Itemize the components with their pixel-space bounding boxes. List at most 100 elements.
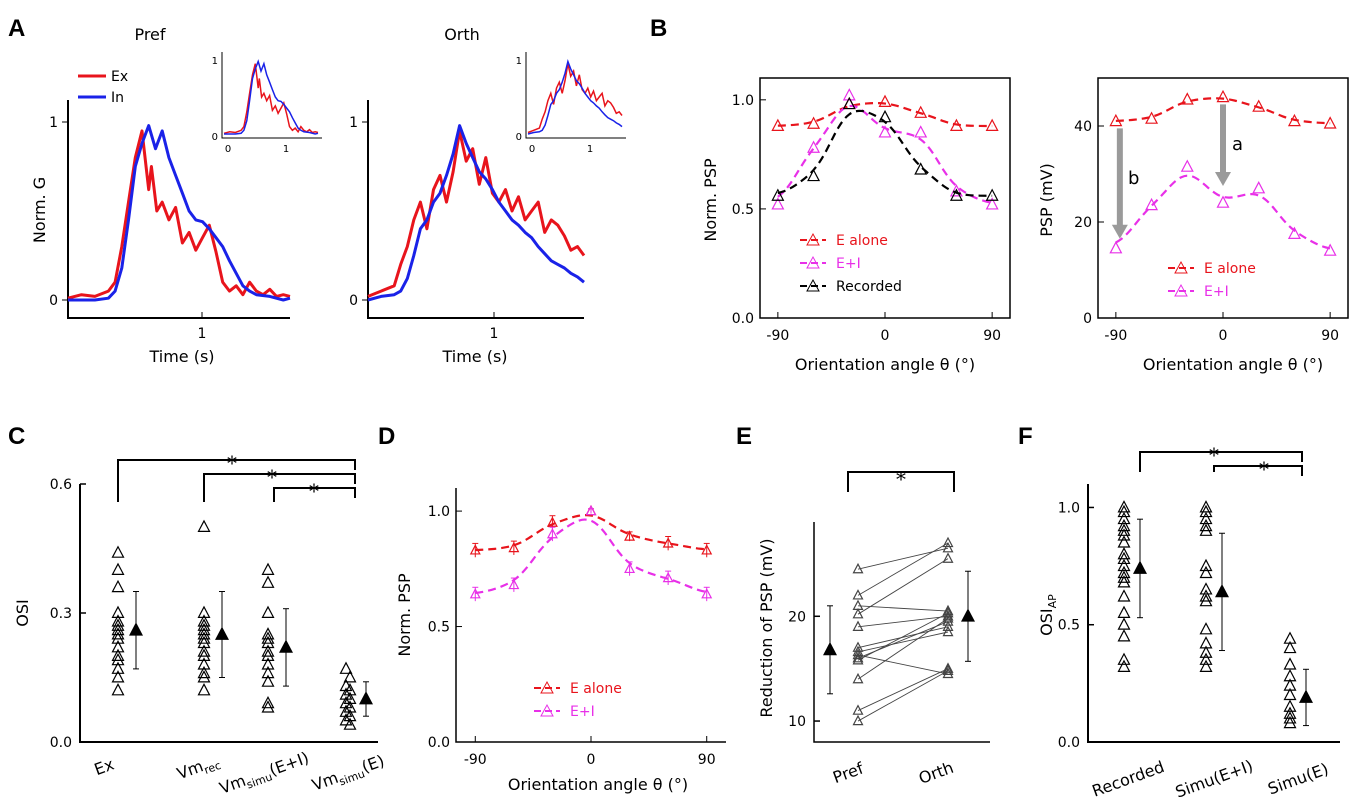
f-point xyxy=(1283,711,1297,724)
a-orth-ytick-1: 1 xyxy=(349,115,358,131)
c-point xyxy=(197,519,211,532)
c-mean-marker xyxy=(129,622,143,636)
c-bracket-3 xyxy=(273,487,356,502)
a-pref-axes xyxy=(67,100,290,319)
c-point xyxy=(111,618,125,631)
f-point xyxy=(1117,659,1131,672)
a-orth-inset-ytick-0: 0 xyxy=(516,132,522,143)
e-point-pref xyxy=(852,562,864,574)
legend-label-ex: Ex xyxy=(111,69,128,85)
b-norm-xlabel: Orientation angle θ (°) xyxy=(795,355,975,374)
b-abs-legend-ealone: E alone xyxy=(1204,261,1256,277)
panel-letter-e: E xyxy=(736,423,752,450)
b-norm-xtick-label: 90 xyxy=(983,328,1001,344)
f-point xyxy=(1283,640,1297,654)
d-ytick-label: 0.0 xyxy=(428,735,450,751)
e-point-pref xyxy=(852,607,864,619)
chart-c: OSI 0.0 0.3 0.6 * * * Ex Vmrec Vmsimu(E+I) V… xyxy=(13,451,388,801)
panel-letter-b: B xyxy=(650,15,667,42)
f-point xyxy=(1117,652,1131,665)
a-pref-ylabel: Norm. G xyxy=(30,177,49,243)
e-point-orth xyxy=(942,664,954,675)
a-orth-xlabel: Time (s) xyxy=(441,347,507,366)
c-point xyxy=(343,670,357,683)
c-point xyxy=(343,700,357,713)
b-abs-point xyxy=(1109,241,1123,254)
a-pref-inset-xtick-1: 1 xyxy=(283,144,289,155)
chart-e: Reduction of PSP (mV) 10 20 * Pref Orth xyxy=(757,467,990,788)
c-point xyxy=(197,657,211,670)
d-xtick-label: 90 xyxy=(698,752,716,768)
b-norm-legend-ealone: E alone xyxy=(836,233,888,249)
f-point xyxy=(1283,657,1297,670)
panel-letter-f: F xyxy=(1018,423,1033,450)
b-norm-point xyxy=(771,118,785,131)
c-mean-marker xyxy=(279,639,293,653)
e-pair-line xyxy=(857,654,949,675)
a-pref-title: Pref xyxy=(134,25,165,44)
a-orth-xtick-1: 1 xyxy=(490,326,499,342)
a-orth-ytick-0: 0 xyxy=(349,293,358,309)
f-point xyxy=(1199,589,1213,602)
b-norm-point xyxy=(985,188,999,201)
f-point xyxy=(1199,504,1213,518)
e-pair-line xyxy=(857,670,949,722)
d-point xyxy=(508,541,520,553)
c-point xyxy=(111,631,125,644)
b-abs-xtick-label: 0 xyxy=(1219,328,1228,344)
legend-label-in: In xyxy=(111,90,124,106)
b-abs-ytick-label: 20 xyxy=(1074,215,1092,231)
f-mean-marker xyxy=(1215,584,1229,598)
c-point xyxy=(197,670,211,683)
c-ytick-label: 0.6 xyxy=(50,477,72,493)
b-abs-point xyxy=(1216,195,1230,208)
c-point xyxy=(111,614,125,627)
f-ytick-label: 0.0 xyxy=(1058,735,1080,751)
e-pair-line xyxy=(857,542,949,596)
c-point xyxy=(339,713,353,726)
c-point xyxy=(111,562,125,575)
e-point-pref xyxy=(852,620,864,631)
c-point xyxy=(111,579,125,593)
a-series-ex xyxy=(67,129,291,300)
d-point xyxy=(701,544,713,555)
c-xlabel-ex: Ex xyxy=(92,755,117,780)
b-abs-xtick-label: 90 xyxy=(1321,328,1339,344)
d-ylabel: Norm. PSP xyxy=(395,573,414,657)
b-abs-point xyxy=(1145,111,1159,124)
e-pair-line xyxy=(857,605,949,612)
f-point xyxy=(1117,558,1131,572)
e-point-orth xyxy=(942,662,954,673)
b-norm-point xyxy=(949,188,963,201)
b-abs-annot-b: b xyxy=(1128,168,1139,189)
e-axes xyxy=(813,522,990,743)
a-series-ex xyxy=(367,129,586,298)
f-point xyxy=(1199,645,1213,658)
c-point xyxy=(339,661,353,674)
a-pref-ytick-1: 1 xyxy=(49,115,58,131)
c-point xyxy=(111,648,125,661)
c-point xyxy=(197,605,211,618)
f-star: * xyxy=(1209,443,1219,467)
d-point xyxy=(701,587,713,599)
a-pref-inset-ytick-1: 1 xyxy=(212,56,218,67)
panel-letter-c: C xyxy=(8,423,25,450)
e-pair-line xyxy=(857,547,949,570)
c-point xyxy=(261,644,275,657)
b-norm-point xyxy=(842,88,856,101)
d-point xyxy=(546,516,558,527)
c-point xyxy=(339,678,353,692)
b-norm-point xyxy=(807,168,821,182)
c-point xyxy=(111,605,125,618)
b-norm-point xyxy=(949,118,963,131)
d-point xyxy=(508,578,520,590)
f-point xyxy=(1199,582,1213,595)
c-xlabel-vmsimu-e: Vmsimu(E) xyxy=(309,751,388,798)
d-point xyxy=(662,537,674,548)
arrow-head xyxy=(1215,172,1231,186)
c-ylabel: OSI xyxy=(13,599,32,626)
e-point-orth xyxy=(942,606,954,618)
b-norm-legend: E alone E+I Recorded xyxy=(800,232,902,295)
e-point-pref xyxy=(852,648,864,660)
